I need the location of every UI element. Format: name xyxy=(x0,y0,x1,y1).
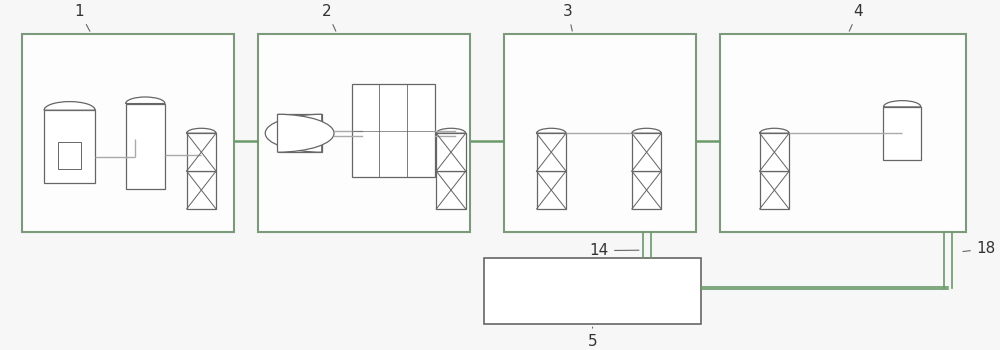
Bar xyxy=(187,171,216,209)
Bar xyxy=(484,258,701,324)
Text: 1: 1 xyxy=(75,4,90,31)
Text: 14: 14 xyxy=(590,243,639,258)
Bar xyxy=(352,84,435,177)
Bar xyxy=(22,34,234,232)
Wedge shape xyxy=(537,128,566,133)
Bar xyxy=(258,34,470,232)
Wedge shape xyxy=(44,102,95,110)
Wedge shape xyxy=(126,97,165,104)
Text: 4: 4 xyxy=(849,4,863,31)
Wedge shape xyxy=(187,128,216,133)
Bar xyxy=(632,171,661,209)
Bar xyxy=(883,107,921,160)
Bar xyxy=(760,133,789,171)
Bar xyxy=(537,133,566,171)
Bar xyxy=(537,171,566,209)
Bar xyxy=(632,133,661,171)
Wedge shape xyxy=(760,128,789,133)
Bar xyxy=(44,110,95,183)
Bar xyxy=(720,34,966,232)
Bar xyxy=(126,104,165,189)
Wedge shape xyxy=(265,114,322,152)
Bar xyxy=(504,34,696,232)
Bar xyxy=(760,171,789,209)
Wedge shape xyxy=(883,100,921,107)
Bar xyxy=(58,142,81,169)
Bar xyxy=(278,114,322,152)
Text: 3: 3 xyxy=(563,4,573,31)
Wedge shape xyxy=(278,114,334,152)
Bar xyxy=(436,171,466,209)
Text: 18: 18 xyxy=(963,241,995,257)
Text: 2: 2 xyxy=(322,4,336,31)
Wedge shape xyxy=(436,128,466,133)
Wedge shape xyxy=(632,128,661,133)
Bar xyxy=(436,133,466,171)
Bar xyxy=(187,133,216,171)
Text: 5: 5 xyxy=(588,327,597,349)
